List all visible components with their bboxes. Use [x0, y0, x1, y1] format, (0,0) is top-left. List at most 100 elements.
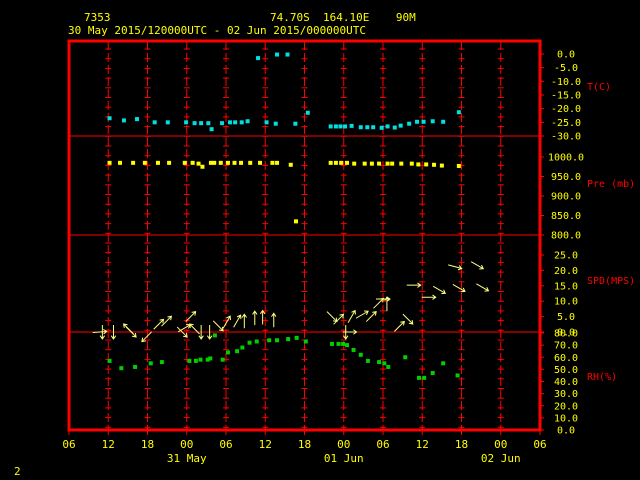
y-tick-label: 0.0 — [557, 328, 575, 339]
rh-point — [133, 364, 138, 369]
pressure-point — [456, 163, 461, 168]
y-tick-label: -25.0 — [551, 118, 581, 129]
temperature-point — [135, 117, 140, 122]
pressure-point — [212, 160, 217, 165]
pressure-point — [328, 160, 333, 165]
x-tick-label: 18 — [455, 438, 468, 451]
temperature-point — [256, 56, 261, 61]
rh-point — [247, 340, 252, 345]
pressure-point — [190, 160, 195, 165]
y-tick-label: 15.0 — [554, 281, 578, 292]
y-tick-label: 0.0 — [557, 426, 575, 437]
temperature-point — [371, 125, 376, 130]
temperature-point — [385, 124, 390, 129]
wind-arrow — [198, 325, 204, 340]
panel-label: SPD(MPS) — [587, 276, 635, 287]
wind-arrow — [476, 283, 490, 292]
rh-point — [187, 358, 192, 363]
wind-arrow — [259, 309, 266, 325]
rh-point — [267, 338, 272, 343]
temperature-point — [273, 121, 278, 126]
rh-point — [275, 338, 280, 343]
pressure-point — [196, 161, 201, 166]
temperature-point — [421, 119, 426, 124]
pressure-point — [142, 160, 147, 165]
wind-arrow — [432, 285, 447, 295]
wind-arrow — [384, 296, 390, 312]
wind-arrow — [347, 309, 356, 323]
pressure-point — [333, 160, 338, 165]
rh-point — [341, 341, 346, 346]
rh-point — [403, 355, 408, 360]
rh-point — [148, 361, 153, 366]
pressure-point — [200, 164, 205, 169]
rh-point — [198, 357, 203, 362]
pressure-point — [248, 160, 253, 165]
x-tick-label: 12 — [102, 438, 115, 451]
rh-point — [365, 358, 370, 363]
rh-point — [422, 375, 427, 380]
temperature-point — [392, 125, 397, 130]
rh-point — [303, 339, 308, 344]
temperature-point — [415, 119, 420, 124]
x-tick-label: 12 — [259, 438, 272, 451]
temperature-point — [165, 120, 170, 125]
pressure-point — [345, 160, 350, 165]
wind-arrow — [99, 325, 106, 340]
temperature-point — [239, 120, 244, 125]
rh-point — [159, 360, 164, 365]
wind-arrow — [342, 329, 358, 335]
date-label: 31 May — [167, 452, 207, 465]
y-tick-label: -10.0 — [551, 77, 581, 88]
temperature-point — [184, 120, 189, 125]
station-id: 7353 — [84, 11, 111, 24]
rh-point — [205, 357, 210, 362]
wind-arrow — [110, 325, 117, 340]
y-tick-label: 850.0 — [551, 211, 581, 222]
rh-point — [225, 350, 230, 355]
y-tick-label: 5.0 — [557, 312, 575, 323]
wind-arrow — [448, 264, 463, 271]
y-tick-label: 950.0 — [551, 172, 581, 183]
pressure-point — [232, 160, 237, 165]
temperature-point — [338, 124, 343, 129]
temperature-point — [209, 127, 214, 132]
rh-point — [416, 375, 421, 380]
temperature-point — [107, 116, 112, 121]
rh-point — [430, 371, 435, 376]
temperature-point — [152, 120, 157, 125]
pressure-point — [239, 160, 244, 165]
temperature-point — [358, 125, 363, 130]
temperature-point — [407, 121, 412, 126]
pressure-point — [399, 161, 404, 166]
temperature-point — [456, 110, 461, 115]
x-tick-label: 06 — [376, 438, 389, 451]
rh-point — [382, 361, 387, 366]
pressure-point — [270, 160, 275, 165]
x-tick-label: 06 — [62, 438, 75, 451]
rh-point — [358, 352, 363, 357]
y-tick-label: 20.0 — [554, 401, 578, 412]
rh-point — [119, 366, 124, 371]
temperature-point — [365, 125, 370, 130]
temperature-point — [328, 124, 333, 129]
pressure-point — [107, 160, 112, 165]
y-tick-label: -20.0 — [551, 104, 581, 115]
date-label: 02 Jun — [481, 452, 521, 465]
wind-arrow — [161, 315, 173, 327]
wind-arrow — [394, 320, 405, 332]
pressure-point — [390, 161, 395, 166]
rh-point — [286, 337, 291, 342]
pressure-point — [409, 161, 414, 166]
pressure-point — [362, 161, 367, 166]
rh-point — [294, 335, 299, 340]
pressure-point — [439, 163, 444, 168]
pressure-point — [258, 160, 263, 165]
y-tick-label: -5.0 — [554, 63, 578, 74]
rh-point — [220, 357, 225, 362]
pressure-point — [208, 160, 213, 165]
panel-label: T(C) — [587, 82, 611, 93]
wind-arrow — [365, 311, 377, 322]
wind-arrow — [470, 261, 485, 270]
temperature-point — [264, 120, 269, 125]
